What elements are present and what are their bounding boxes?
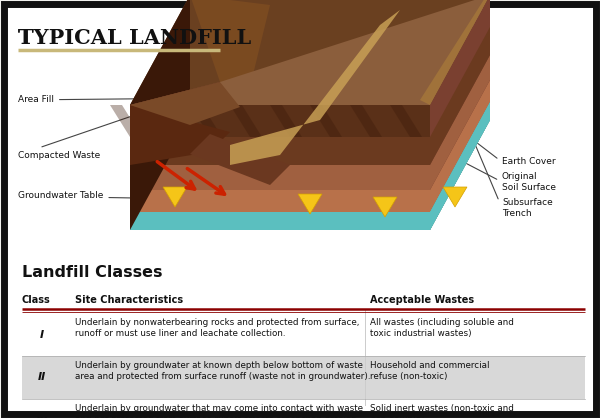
Polygon shape xyxy=(130,0,490,105)
Text: I: I xyxy=(40,329,44,339)
Polygon shape xyxy=(430,27,490,165)
Polygon shape xyxy=(130,105,430,137)
Polygon shape xyxy=(130,190,430,212)
Polygon shape xyxy=(130,82,220,113)
FancyArrowPatch shape xyxy=(187,168,224,194)
Text: All wastes (including soluble and
toxic industrial wastes): All wastes (including soluble and toxic … xyxy=(370,318,514,339)
Polygon shape xyxy=(430,102,490,230)
Polygon shape xyxy=(130,102,490,212)
Polygon shape xyxy=(190,0,270,87)
Polygon shape xyxy=(130,212,430,230)
Polygon shape xyxy=(130,0,190,230)
FancyBboxPatch shape xyxy=(22,356,585,399)
Polygon shape xyxy=(190,134,290,185)
Polygon shape xyxy=(373,197,397,217)
Text: T: T xyxy=(18,28,34,48)
Polygon shape xyxy=(190,105,222,137)
Text: Underlain by groundwater at known depth below bottom of waste
area and protected: Underlain by groundwater at known depth … xyxy=(75,361,371,382)
Polygon shape xyxy=(230,105,262,137)
Text: Household and commercial
refuse (non-toxic): Household and commercial refuse (non-tox… xyxy=(370,361,490,382)
Polygon shape xyxy=(130,105,230,165)
Polygon shape xyxy=(130,27,490,137)
Text: III: III xyxy=(36,415,48,418)
Polygon shape xyxy=(230,10,400,165)
Polygon shape xyxy=(430,0,490,230)
Polygon shape xyxy=(130,0,490,105)
FancyArrowPatch shape xyxy=(157,162,194,189)
Text: Site Characteristics: Site Characteristics xyxy=(75,295,183,305)
Polygon shape xyxy=(130,55,490,165)
Polygon shape xyxy=(163,187,187,207)
Polygon shape xyxy=(430,0,490,137)
Polygon shape xyxy=(430,102,490,230)
Polygon shape xyxy=(390,105,422,137)
Text: Area Fill: Area Fill xyxy=(18,95,217,104)
Polygon shape xyxy=(350,105,382,137)
Polygon shape xyxy=(430,80,490,212)
Polygon shape xyxy=(420,0,490,105)
FancyBboxPatch shape xyxy=(8,8,592,410)
Text: Acceptable Wastes: Acceptable Wastes xyxy=(370,295,474,305)
Text: Compacted Waste: Compacted Waste xyxy=(18,116,133,160)
Polygon shape xyxy=(310,105,342,137)
Polygon shape xyxy=(130,80,490,190)
Text: Subsurface
Trench: Subsurface Trench xyxy=(451,87,553,218)
Text: Class: Class xyxy=(22,295,51,305)
Text: Solid inert wastes (non-toxic and
non-soluble): Solid inert wastes (non-toxic and non-so… xyxy=(370,404,514,418)
Polygon shape xyxy=(430,102,490,230)
Polygon shape xyxy=(430,55,490,190)
FancyBboxPatch shape xyxy=(4,4,596,414)
Polygon shape xyxy=(298,194,322,214)
Polygon shape xyxy=(443,187,467,207)
Text: Groundwater Table: Groundwater Table xyxy=(18,191,132,201)
Polygon shape xyxy=(430,80,490,212)
Polygon shape xyxy=(150,105,182,137)
Text: II: II xyxy=(38,372,46,382)
Text: Underlain by groundwater that may come into contact with waste
and not protected: Underlain by groundwater that may come i… xyxy=(75,404,363,418)
Text: Underlain by nonwaterbearing rocks and protected from surface,
runoff or must us: Underlain by nonwaterbearing rocks and p… xyxy=(75,318,359,339)
Polygon shape xyxy=(110,105,142,137)
Text: Earth Cover: Earth Cover xyxy=(427,104,556,166)
Polygon shape xyxy=(270,105,302,137)
Polygon shape xyxy=(130,165,430,190)
Text: Original
Soil Surface: Original Soil Surface xyxy=(427,143,556,192)
Polygon shape xyxy=(430,55,490,190)
Polygon shape xyxy=(130,82,240,125)
Polygon shape xyxy=(430,27,490,165)
Polygon shape xyxy=(430,102,490,230)
Text: TYPICAL LANDFILL: TYPICAL LANDFILL xyxy=(18,28,251,48)
Polygon shape xyxy=(130,137,430,165)
Text: Landfill Classes: Landfill Classes xyxy=(22,265,163,280)
